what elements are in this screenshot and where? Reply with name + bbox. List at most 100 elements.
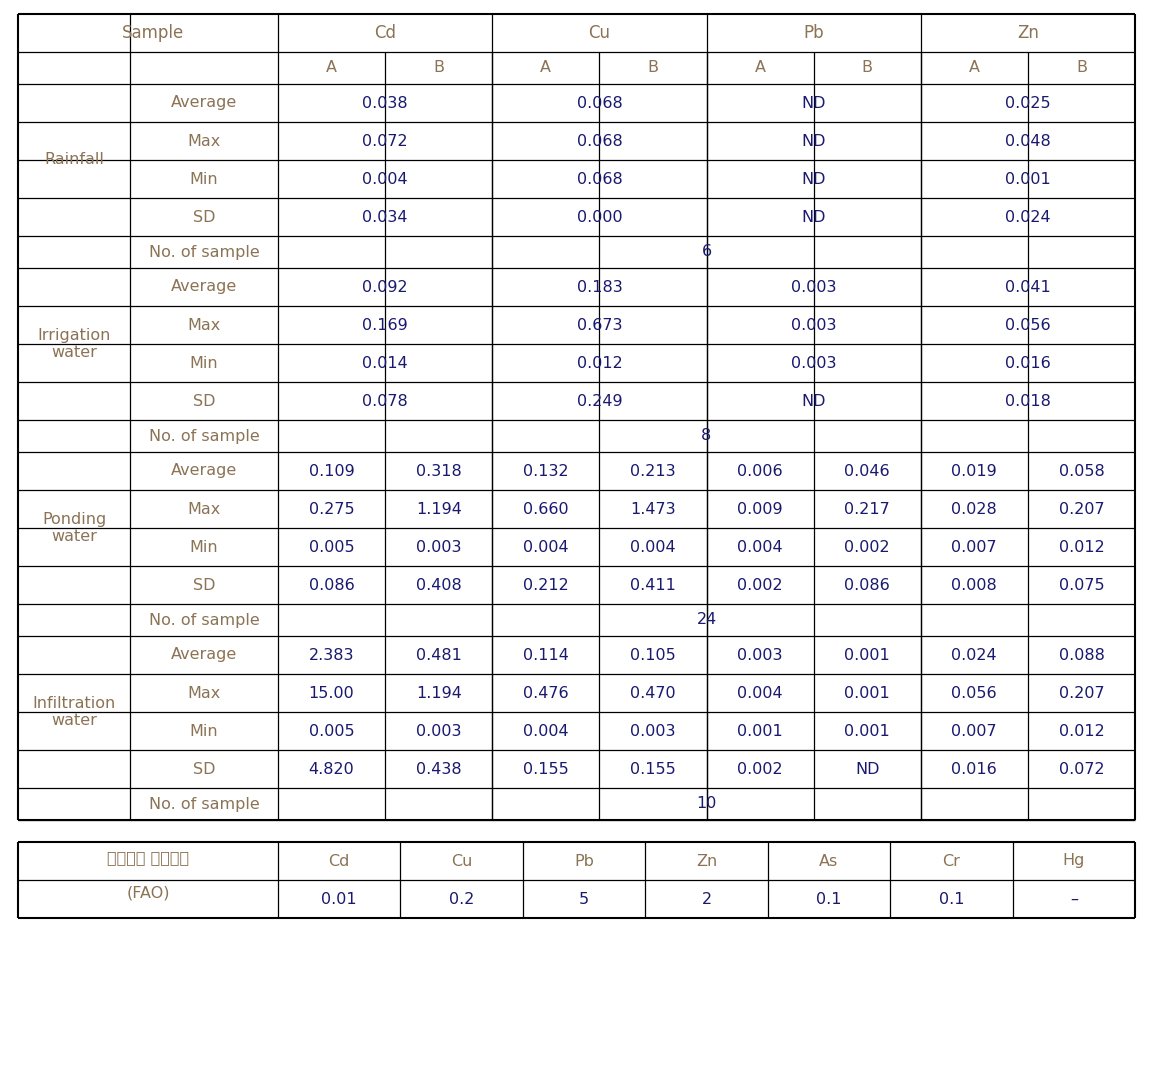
- Text: 0.470: 0.470: [631, 686, 676, 700]
- Text: 1.194: 1.194: [416, 501, 461, 516]
- Text: 0.075: 0.075: [1058, 578, 1105, 593]
- Text: 0.275: 0.275: [309, 501, 354, 516]
- Text: 0.078: 0.078: [362, 394, 408, 409]
- Text: 0.169: 0.169: [362, 317, 408, 332]
- Text: 0.213: 0.213: [631, 463, 676, 478]
- Text: 0.004: 0.004: [523, 724, 568, 739]
- Text: Pb: Pb: [574, 854, 594, 869]
- Text: 0.105: 0.105: [630, 647, 676, 662]
- Text: 0.005: 0.005: [309, 540, 354, 554]
- Text: 0.012: 0.012: [1058, 724, 1105, 739]
- Text: SD: SD: [193, 394, 216, 409]
- Text: 0.212: 0.212: [523, 578, 568, 593]
- Text: 0.014: 0.014: [362, 356, 408, 370]
- Text: 0.041: 0.041: [1005, 279, 1050, 294]
- Text: 8: 8: [701, 428, 711, 444]
- Text: 0.068: 0.068: [576, 172, 623, 186]
- Text: Irrigation
water: Irrigation water: [37, 328, 111, 360]
- Text: ND: ND: [801, 133, 826, 148]
- Text: 0.008: 0.008: [951, 578, 997, 593]
- Text: SD: SD: [193, 578, 216, 593]
- Text: 0.001: 0.001: [1005, 172, 1050, 186]
- Text: 0.481: 0.481: [416, 647, 461, 662]
- Text: 2.383: 2.383: [309, 647, 354, 662]
- Text: No. of sample: No. of sample: [149, 245, 259, 260]
- Text: As: As: [820, 854, 838, 869]
- Text: 0.004: 0.004: [737, 540, 783, 554]
- Text: 0.217: 0.217: [844, 501, 890, 516]
- Text: Max: Max: [188, 501, 220, 516]
- Text: 0.003: 0.003: [791, 279, 836, 294]
- Text: ND: ND: [801, 95, 826, 110]
- Text: 0.004: 0.004: [631, 540, 676, 554]
- Text: 0.207: 0.207: [1058, 501, 1105, 516]
- Text: 0.086: 0.086: [844, 578, 890, 593]
- Text: 4.820: 4.820: [309, 762, 354, 777]
- Text: A: A: [326, 61, 337, 76]
- Text: Min: Min: [190, 540, 218, 554]
- Text: Min: Min: [190, 172, 218, 186]
- Text: 0.086: 0.086: [309, 578, 354, 593]
- Text: 0.048: 0.048: [1005, 133, 1050, 148]
- Text: 0.006: 0.006: [737, 463, 783, 478]
- Text: Cd: Cd: [329, 854, 349, 869]
- Text: 0.003: 0.003: [631, 724, 676, 739]
- Text: B: B: [434, 61, 444, 76]
- Text: 0.001: 0.001: [844, 686, 890, 700]
- Text: 0.2: 0.2: [449, 892, 474, 907]
- Text: 0.024: 0.024: [951, 647, 997, 662]
- Text: Average: Average: [171, 463, 238, 478]
- Text: Max: Max: [188, 133, 220, 148]
- Text: SD: SD: [193, 210, 216, 224]
- Text: Infiltration
water: Infiltration water: [32, 696, 115, 728]
- Text: (FAO): (FAO): [126, 885, 169, 900]
- Text: Average: Average: [171, 279, 238, 294]
- Text: A: A: [541, 61, 551, 76]
- Text: B: B: [861, 61, 873, 76]
- Text: Pb: Pb: [804, 24, 824, 42]
- Text: 0.003: 0.003: [791, 356, 836, 370]
- Text: B: B: [648, 61, 658, 76]
- Text: 0.132: 0.132: [523, 463, 568, 478]
- Text: No. of sample: No. of sample: [149, 612, 259, 628]
- Text: 1.194: 1.194: [416, 686, 461, 700]
- Text: ND: ND: [854, 762, 880, 777]
- Text: Average: Average: [171, 95, 238, 110]
- Text: 0.004: 0.004: [362, 172, 408, 186]
- Text: Cu: Cu: [588, 24, 610, 42]
- Text: 0.007: 0.007: [951, 724, 997, 739]
- Text: Cr: Cr: [942, 854, 960, 869]
- Text: 0.024: 0.024: [1005, 210, 1050, 224]
- Text: SD: SD: [193, 762, 216, 777]
- Text: 0.012: 0.012: [1058, 540, 1105, 554]
- Text: 0.1: 0.1: [939, 892, 964, 907]
- Text: 0.004: 0.004: [523, 540, 568, 554]
- Text: 농업용수 수질기준: 농업용수 수질기준: [107, 850, 189, 866]
- Text: 0.058: 0.058: [1058, 463, 1105, 478]
- Text: 0.007: 0.007: [951, 540, 997, 554]
- Text: 0.046: 0.046: [844, 463, 890, 478]
- Text: 0.411: 0.411: [630, 578, 676, 593]
- Text: 0.002: 0.002: [737, 762, 783, 777]
- Text: 0.072: 0.072: [362, 133, 408, 148]
- Text: 0.018: 0.018: [1005, 394, 1050, 409]
- Text: ND: ND: [801, 394, 826, 409]
- Text: 0.072: 0.072: [1058, 762, 1105, 777]
- Text: 5: 5: [579, 892, 589, 907]
- Text: A: A: [754, 61, 766, 76]
- Text: 0.056: 0.056: [951, 686, 997, 700]
- Text: 24: 24: [696, 612, 717, 628]
- Text: 0.183: 0.183: [576, 279, 623, 294]
- Text: 0.068: 0.068: [576, 133, 623, 148]
- Text: 0.003: 0.003: [416, 724, 461, 739]
- Text: Cu: Cu: [451, 854, 473, 869]
- Text: 0.056: 0.056: [1005, 317, 1050, 332]
- Text: 0.004: 0.004: [737, 686, 783, 700]
- Text: 0.019: 0.019: [951, 463, 997, 478]
- Text: No. of sample: No. of sample: [149, 796, 259, 812]
- Text: 0.114: 0.114: [522, 647, 568, 662]
- Text: 0.000: 0.000: [576, 210, 623, 224]
- Text: 10: 10: [696, 796, 717, 812]
- Text: 0.155: 0.155: [630, 762, 676, 777]
- Text: Sample: Sample: [122, 24, 184, 42]
